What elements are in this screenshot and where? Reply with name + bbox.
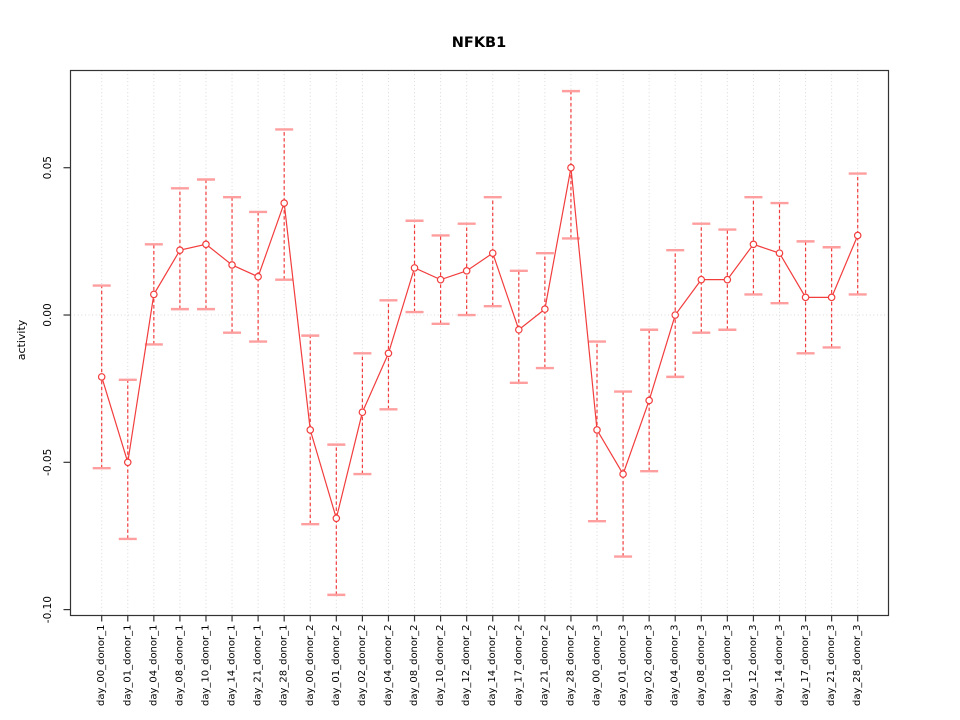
data-point — [697, 275, 706, 284]
x-tick-label: day_17_donor_2 — [513, 625, 524, 707]
data-point — [123, 458, 132, 467]
x-tick-label: day_10_donor_2 — [435, 625, 446, 707]
series-line — [101, 167, 859, 521]
y-tick-label: 0.00 — [42, 303, 54, 326]
x-tick-label: day_21_donor_1 — [253, 625, 264, 707]
x-tick-label: day_12_donor_2 — [461, 625, 472, 707]
data-point — [645, 396, 653, 405]
x-tick-label: day_10_donor_1 — [200, 625, 211, 707]
data-point — [254, 272, 262, 281]
x-tick-label: day_28_donor_1 — [279, 625, 290, 707]
x-tick-label: day_08_donor_1 — [174, 625, 185, 707]
x-tick-label: day_08_donor_2 — [409, 625, 420, 707]
x-tick-label: day_00_donor_2 — [305, 625, 316, 707]
x-tick-label: day_04_donor_2 — [383, 625, 394, 707]
x-tick-label: day_04_donor_1 — [148, 625, 159, 707]
x-tick-label: day_28_donor_2 — [565, 625, 576, 707]
data-point — [358, 408, 367, 417]
data-point — [228, 261, 236, 269]
data-point — [280, 199, 288, 207]
data-point — [541, 305, 549, 313]
grid-layer — [70, 70, 889, 616]
x-tick-label: day_17_donor_3 — [800, 625, 811, 707]
chart-title: NFKB1 — [452, 35, 506, 51]
data-point — [801, 293, 810, 302]
x-tick-label: day_00_donor_1 — [96, 625, 107, 707]
x-tick-label: day_21_donor_2 — [539, 625, 550, 707]
data-point — [749, 240, 758, 249]
data-point — [567, 163, 575, 172]
x-tick-label: day_02_donor_2 — [357, 625, 368, 707]
x-tick-label: day_01_donor_1 — [122, 625, 133, 707]
x-tick-label: day_04_donor_3 — [670, 625, 681, 707]
data-point — [853, 231, 862, 240]
x-tick-label: day_12_donor_3 — [748, 625, 759, 707]
x-tick-label: day_14_donor_3 — [774, 625, 785, 707]
x-tick-label: day_00_donor_3 — [592, 625, 603, 707]
data-point — [306, 426, 315, 434]
x-tick-label: day_01_donor_3 — [618, 625, 629, 707]
data-point — [488, 249, 497, 257]
x-tick-label: day_14_donor_2 — [487, 625, 498, 707]
data-point — [150, 290, 158, 299]
data-point — [671, 311, 680, 319]
data-layer — [92, 89, 867, 597]
x-tick-label: day_21_donor_3 — [826, 625, 837, 707]
data-point — [410, 264, 419, 272]
y-tick-label: 0.05 — [42, 156, 54, 179]
y-tick-label: -0.10 — [42, 596, 54, 623]
y-axis-title: activity — [15, 319, 28, 360]
y-tick-label: -0.05 — [42, 449, 54, 476]
plot-border — [69, 69, 890, 617]
data-point — [97, 373, 106, 381]
data-point — [775, 249, 784, 257]
data-point — [462, 267, 471, 275]
x-tick-label: day_14_donor_1 — [227, 625, 238, 707]
data-point — [436, 275, 445, 284]
data-point — [515, 325, 523, 334]
data-point — [384, 349, 393, 358]
data-point — [723, 275, 732, 284]
data-point — [619, 470, 627, 478]
data-point — [202, 240, 210, 249]
data-point — [593, 426, 601, 434]
data-point — [176, 246, 184, 255]
axes-layer: 0.05 0.00 -0.05 -0.10 day_00_donor_1 day_01_d… — [42, 69, 890, 707]
x-tick-label: day_10_donor_3 — [722, 625, 733, 707]
x-tick-label: day_01_donor_2 — [331, 625, 342, 707]
data-point — [332, 514, 341, 523]
x-tick-label: day_08_donor_3 — [696, 625, 707, 707]
x-tick-label: day_28_donor_3 — [852, 625, 863, 707]
data-point — [827, 293, 836, 302]
x-tick-label: day_02_donor_3 — [644, 625, 655, 707]
